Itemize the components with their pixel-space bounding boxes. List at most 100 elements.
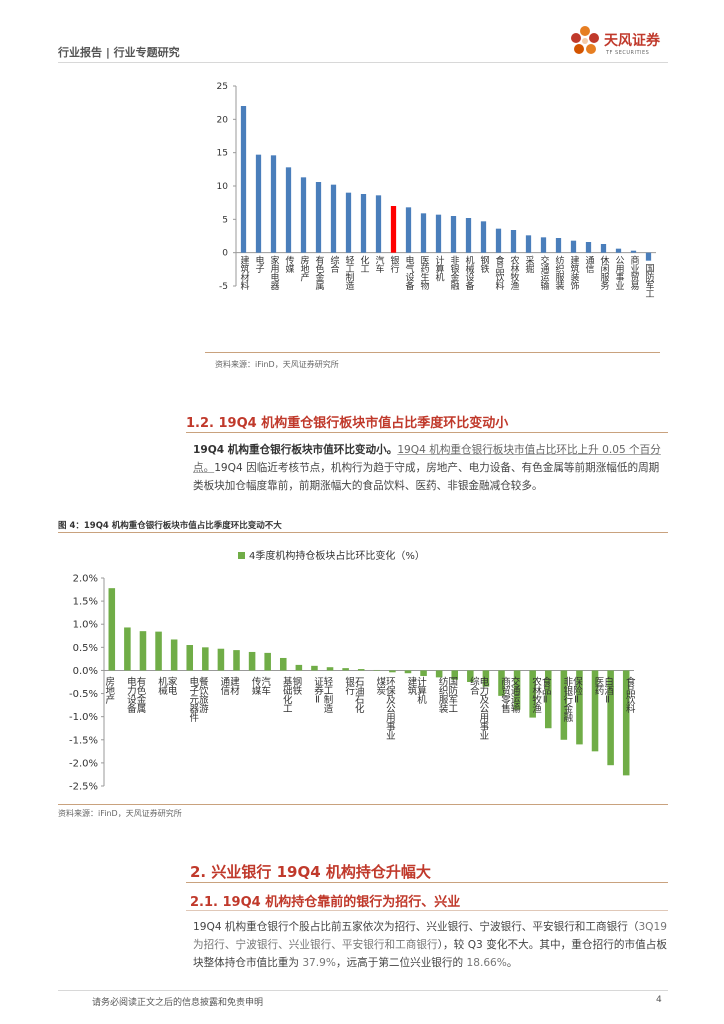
bar-农林牧渔 xyxy=(510,230,517,253)
bar-钢铁 xyxy=(295,664,303,671)
category-label-石油石化: 石油石化 xyxy=(353,676,365,713)
figure4-source-divider xyxy=(58,804,668,805)
bar-白酒Ⅱ xyxy=(607,670,614,766)
category-label-机械: 机械 xyxy=(156,676,168,696)
bar-保险Ⅱ xyxy=(576,670,583,745)
bar-商贸零售 xyxy=(498,670,505,696)
bar-建筑装饰 xyxy=(570,240,577,253)
category-label-有色金属: 有色金属 xyxy=(314,255,325,292)
category-label-电力及公用事业: 电力及公用事业 xyxy=(477,676,489,740)
bar-医药 xyxy=(591,670,599,752)
section-2-1-heading: 2.1. 19Q4 机构持仓靠前的银行为招行、兴业 xyxy=(190,895,461,910)
para2-f: 18.66% xyxy=(466,957,507,969)
category-label-非银金融: 非银金融 xyxy=(449,255,460,292)
bar-综合 xyxy=(467,670,474,682)
figure3-bar-chart: -5 0 5 10 15 20 25 建筑材料 电子 家用电器 传媒 房地产 有色金属 综合 轻工制造 化工汽… xyxy=(217,82,656,298)
y-tick-label: 0.5% xyxy=(73,643,98,654)
bar-石油石化 xyxy=(357,669,365,671)
category-label-医药生物: 医药生物 xyxy=(419,256,430,292)
category-label-休闲服务: 休闲服务 xyxy=(599,255,610,292)
bar-轻工制造 xyxy=(345,192,352,253)
category-label-电力设备: 电力设备 xyxy=(125,676,137,714)
bar-食品饮料 xyxy=(495,228,502,253)
bar-机械设备 xyxy=(465,218,472,253)
bar-电力及公用事业 xyxy=(482,670,490,687)
bar-煤炭 xyxy=(373,669,381,671)
category-label-家用电器: 家用电器 xyxy=(269,255,280,291)
y-tick-label: 25 xyxy=(217,82,228,92)
y-tick-label: -2.0% xyxy=(69,758,98,769)
bar-银行 xyxy=(390,206,397,253)
category-label-采掘: 采掘 xyxy=(524,256,535,275)
bar-房地产 xyxy=(300,177,307,253)
footer-disclaimer: 请务必阅读正文之后的信息披露和免责申明 xyxy=(92,998,264,1008)
bar-交通运输 xyxy=(540,237,547,253)
category-label-基础化工: 基础化工 xyxy=(281,676,293,713)
y-tick-label: 2.0% xyxy=(73,574,98,585)
bar-汽车 xyxy=(375,195,382,253)
category-label-轻工制造: 轻工制造 xyxy=(322,676,334,714)
category-label-电子元器件: 电子元器件 xyxy=(187,676,199,723)
legend-label: 4季度机构持仓板块占比环比变化（%） xyxy=(249,549,425,562)
category-label-房地产: 房地产 xyxy=(299,255,310,283)
bar-化工 xyxy=(360,194,367,253)
bar-电子 xyxy=(255,154,262,253)
y-tick-label: -1.5% xyxy=(69,735,98,746)
bar-家电 xyxy=(170,639,178,671)
bar-国防军工 xyxy=(451,670,459,680)
section-2-underline xyxy=(186,882,668,883)
y-tick-label: 15 xyxy=(217,149,228,159)
section-1-2-heading: 1.2. 19Q4 机构重仓银行板块市值占比季度环比变动小 xyxy=(186,416,509,431)
y-tick-label: 0 xyxy=(222,249,228,259)
category-label-建筑装饰: 建筑装饰 xyxy=(569,255,580,292)
company-logo: 天风证券 TF SECURITIES xyxy=(568,24,678,60)
bar-电子元器件 xyxy=(186,645,194,671)
bar-传媒 xyxy=(248,651,256,671)
bar-有色金属 xyxy=(139,631,147,671)
category-label-机械设备: 机械设备 xyxy=(464,255,475,291)
footer-divider xyxy=(58,990,668,991)
category-label-银行: 银行 xyxy=(389,255,400,275)
bar-通信 xyxy=(217,648,225,671)
section-1-2-paragraph: 19Q4 机构重仓银行板块市值环比变动小。19Q4 机构重仓银行板块市值占比环比… xyxy=(193,441,667,495)
bar-电力设备 xyxy=(124,627,131,671)
section-2-1-paragraph: 19Q4 机构重仓银行个股占比前五家依次为招行、兴业银行、宁波银行、平安银行和工… xyxy=(193,918,667,972)
bar-传媒 xyxy=(285,167,292,253)
para2-g: 。 xyxy=(506,957,518,969)
bar-建材 xyxy=(233,650,240,671)
para2-c: ），较 Q3 变化不大。其中，重仓招行的市值占板块整体持仓市值比重为 xyxy=(193,939,668,969)
section-2-1-underline xyxy=(186,910,668,911)
category-label-有色金属: 有色金属 xyxy=(134,676,146,714)
section-1-2-underline xyxy=(186,432,668,433)
y-tick-label: 20 xyxy=(217,115,229,125)
figure4-bar-chart: 4季度机构持仓板块占比环比变化（%） 2.0% 1.5% 1.0% 0.5% 0.0% -0… xyxy=(69,549,635,793)
para2-b: 3Q19 为招行、宁波银行、兴业银行、平安银行和工商银行 xyxy=(193,921,667,951)
category-label-电气设备: 电气设备 xyxy=(404,255,415,291)
bar-计算机 xyxy=(435,214,442,253)
category-label-农林牧渔: 农林牧渔 xyxy=(509,255,520,291)
category-label-餐饮旅游: 餐饮旅游 xyxy=(197,676,209,714)
bar-食品饮料 xyxy=(622,670,630,776)
category-label-钢铁: 钢铁 xyxy=(479,255,490,275)
para-rest: 19Q4 因临近考核节点，机构行为趋于守成，房地产、电力设备、有色金属等前期涨幅… xyxy=(193,462,660,492)
y-tick-label: -0.5% xyxy=(69,689,98,700)
category-label-建筑材料: 建筑材料 xyxy=(239,255,250,292)
category-label-综合: 综合 xyxy=(329,255,340,275)
para2-d: 37.9% xyxy=(302,957,336,969)
y-tick-label: 1.5% xyxy=(73,597,98,608)
bar-家用电器 xyxy=(270,155,277,253)
category-label-医药: 医药 xyxy=(593,676,605,695)
category-label-汽车: 汽车 xyxy=(374,255,385,275)
figure3-source: 资料来源：iFinD，天风证券研究所 xyxy=(215,360,339,369)
category-label-传媒: 传媒 xyxy=(250,676,262,696)
bar-钢铁 xyxy=(480,221,487,253)
bar-基础化工 xyxy=(279,657,287,671)
figure4-title-divider xyxy=(58,532,668,533)
category-label-银行: 银行 xyxy=(343,676,355,696)
category-label-食品饮料: 食品饮料 xyxy=(494,255,505,292)
category-label-商业贸易: 商业贸易 xyxy=(629,255,640,292)
bar-纺织服装 xyxy=(555,238,562,253)
bar-有色金属 xyxy=(315,182,322,253)
legend-swatch xyxy=(238,552,245,559)
category-label-建材: 建材 xyxy=(228,676,240,695)
